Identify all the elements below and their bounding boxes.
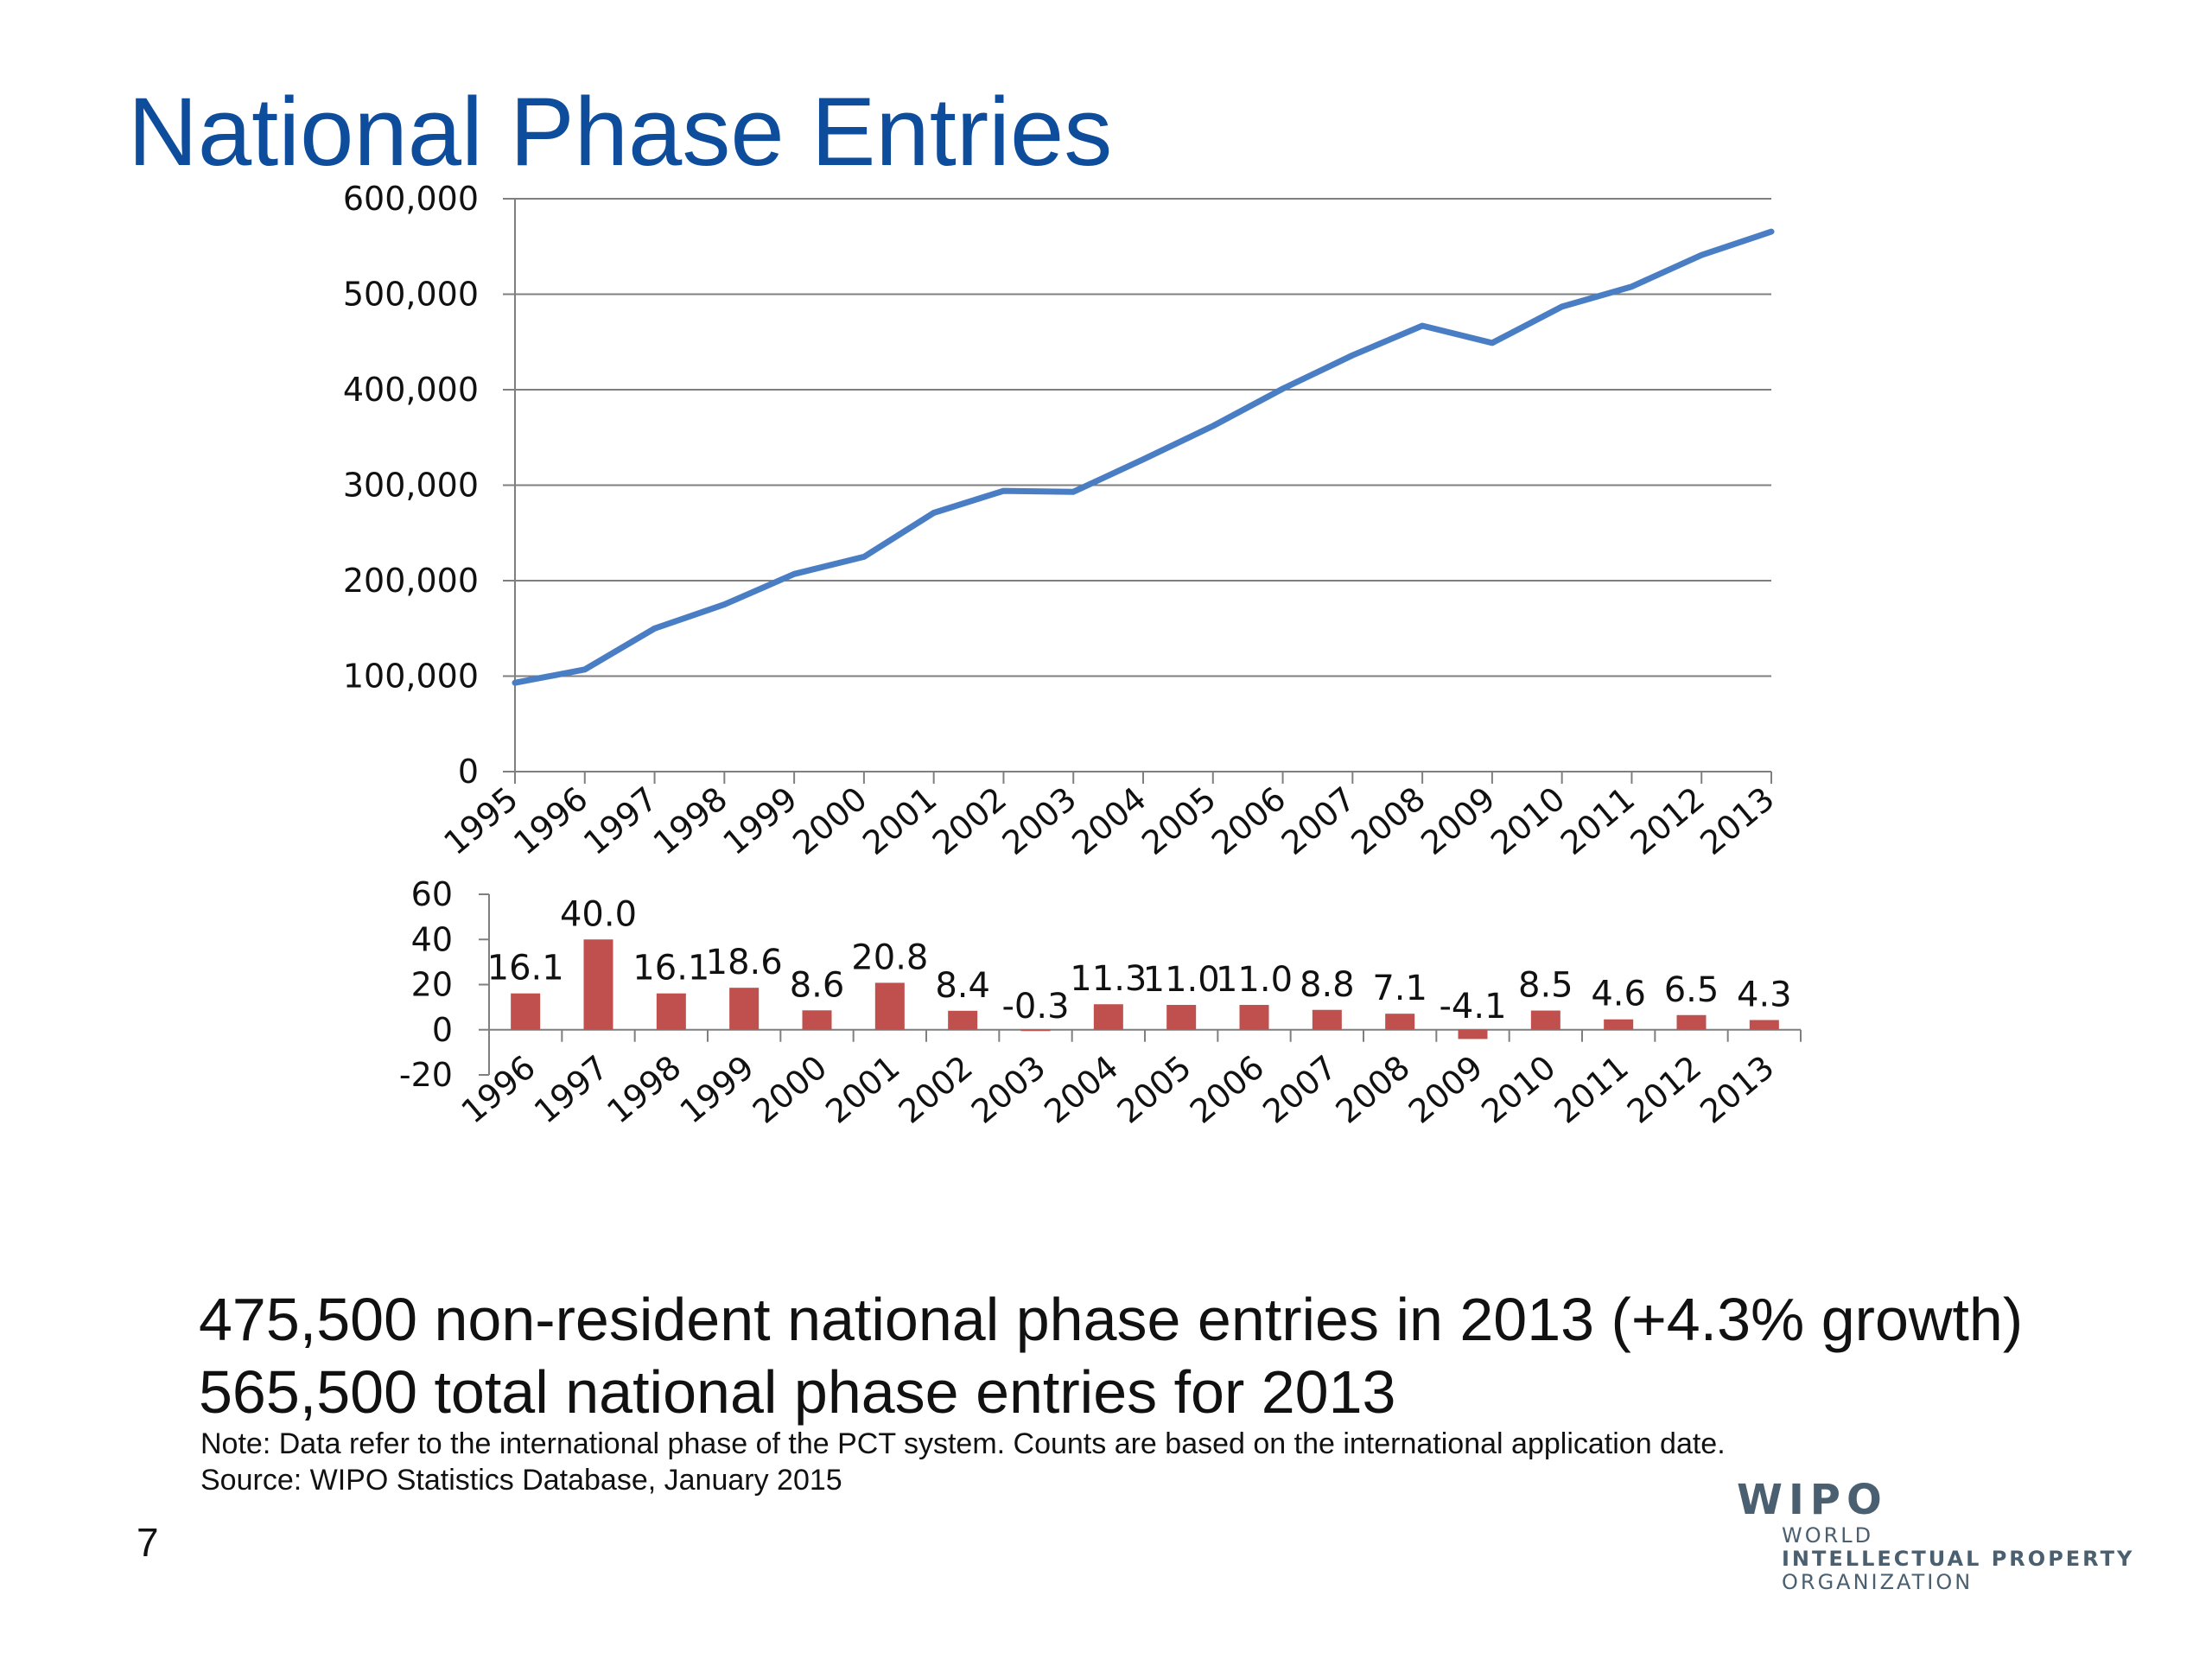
data-label: 40.0: [560, 894, 637, 934]
x-tick-label: 1996: [454, 1048, 543, 1131]
bar: [583, 939, 613, 1030]
data-label: 11.0: [1216, 960, 1293, 1000]
x-tick-label: 1997: [527, 1048, 615, 1131]
line-point: [1281, 387, 1284, 390]
bar: [729, 988, 760, 1030]
summary-line-1: 475,500 non-resident national phase entr…: [199, 1286, 2024, 1353]
logo-main: WIPO: [1737, 1476, 1888, 1524]
x-tick-label: 2013: [1693, 1048, 1781, 1131]
line-point: [1700, 254, 1703, 257]
data-label: 4.6: [1591, 975, 1646, 1014]
bar: [1458, 1029, 1488, 1039]
line-point: [1072, 491, 1075, 493]
bar: [1312, 1009, 1342, 1030]
line-point: [1211, 424, 1214, 427]
x-tick-label: 2000: [746, 1048, 834, 1131]
x-tick-label: 2008: [1329, 1048, 1417, 1131]
bar: [1530, 1010, 1560, 1030]
x-tick-label: 2010: [1474, 1048, 1562, 1131]
data-label: 8.5: [1518, 966, 1573, 1006]
bar: [874, 982, 905, 1030]
bar: [1239, 1005, 1269, 1030]
x-tick-label: 2001: [818, 1048, 906, 1131]
line-point: [1421, 324, 1424, 327]
line-point: [1770, 231, 1772, 233]
data-label: -0.3: [1001, 987, 1069, 1027]
x-tick-label: 2006: [1183, 1048, 1271, 1131]
x-tick-label: 2007: [1255, 1048, 1344, 1131]
data-label: 8.8: [1300, 965, 1355, 1005]
x-tick-label: 2011: [1548, 1048, 1636, 1131]
source-text: Source: WIPO Statistics Database, Januar…: [200, 1464, 842, 1497]
x-tick-label: 2009: [1402, 1048, 1490, 1131]
data-label: 16.1: [487, 949, 564, 988]
y-tick-label: 500,000: [343, 276, 479, 314]
page-title: National Phase Entries: [128, 78, 1113, 186]
data-label: 4.3: [1737, 976, 1792, 1015]
line-point: [1630, 285, 1633, 288]
x-tick-label: 2002: [892, 1048, 980, 1131]
bar: [802, 1010, 832, 1030]
bar: [656, 993, 686, 1030]
note-text: Note: Data refer to the international ph…: [200, 1427, 1726, 1460]
x-tick-label: 2005: [1110, 1048, 1198, 1131]
data-label: 11.0: [1143, 960, 1220, 1000]
line-point: [514, 682, 516, 684]
line-point: [723, 603, 726, 606]
data-label: 8.6: [790, 965, 845, 1005]
y-tick-label: 40: [411, 920, 453, 958]
data-label: -4.1: [1439, 987, 1506, 1027]
logo-line-2: INTELLECTUAL PROPERTY: [1782, 1547, 2135, 1571]
bar: [1676, 1014, 1707, 1030]
line-point: [1560, 305, 1563, 308]
line-point: [932, 512, 935, 514]
x-tick-label: 1999: [673, 1048, 761, 1131]
y-tick-label: 60: [411, 875, 453, 913]
y-tick-label: 0: [432, 1011, 453, 1049]
line-point: [793, 573, 796, 575]
line-point: [653, 627, 656, 630]
bar: [511, 993, 541, 1030]
page-number: 7: [137, 1520, 159, 1565]
bar: [1166, 1005, 1197, 1030]
y-tick-label: -20: [399, 1056, 453, 1094]
logo-line-3: ORGANIZATION: [1782, 1570, 1974, 1594]
data-label: 11.3: [1070, 959, 1147, 999]
line-point: [1142, 458, 1144, 461]
x-tick-label: 2003: [964, 1048, 1052, 1131]
bar: [948, 1010, 978, 1030]
bar: [1749, 1020, 1779, 1030]
data-label: 7.1: [1372, 969, 1427, 1008]
line-point: [1351, 354, 1354, 357]
bar: [1093, 1004, 1123, 1030]
line-point: [862, 556, 865, 558]
bar: [1385, 1014, 1415, 1030]
y-tick-label: 400,000: [343, 371, 479, 409]
line-point: [1002, 490, 1005, 493]
summary: 475,500 non-resident national phase entr…: [199, 1283, 2023, 1428]
line-point: [583, 668, 586, 671]
line-point: [1491, 341, 1493, 344]
y-tick-label: 200,000: [343, 562, 479, 600]
data-label: 16.1: [632, 949, 709, 988]
data-label: 18.6: [706, 943, 783, 982]
logo-line-1: WORLD: [1782, 1523, 1874, 1548]
y-tick-label: 20: [411, 966, 453, 1004]
bar: [1020, 1029, 1051, 1032]
bar: [1604, 1019, 1634, 1030]
y-tick-label: 300,000: [343, 467, 479, 505]
x-tick-label: 1998: [600, 1048, 688, 1131]
data-label: 6.5: [1664, 970, 1719, 1010]
x-tick-label: 2012: [1620, 1048, 1708, 1131]
x-tick-label: 2004: [1037, 1048, 1125, 1131]
y-tick-label: 600,000: [343, 180, 479, 218]
y-tick-label: 100,000: [343, 658, 479, 696]
data-label: 20.8: [851, 938, 928, 977]
wipo-logo: WIPO WORLD INTELLECTUAL PROPERTY ORGANIZ…: [1737, 1476, 2134, 1594]
summary-line-2: 565,500 total national phase entries for…: [199, 1358, 1396, 1426]
y-tick-label: 0: [458, 753, 479, 791]
data-label: 8.4: [935, 966, 990, 1006]
